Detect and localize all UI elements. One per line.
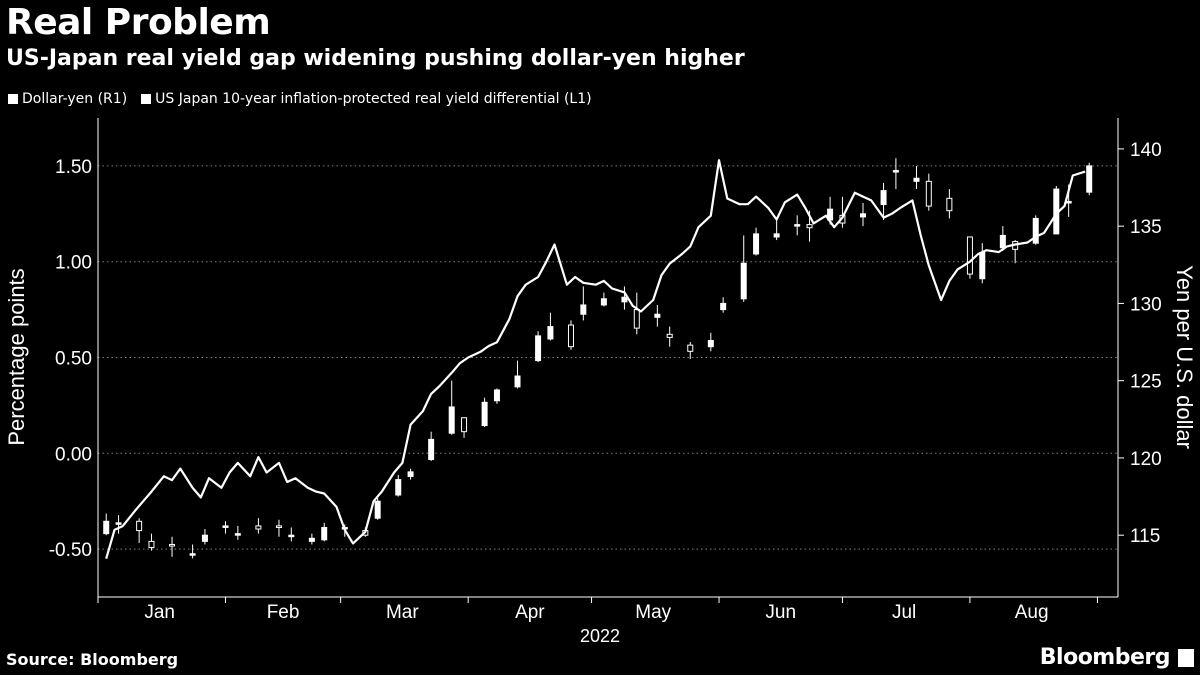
candle-body: [966, 236, 973, 275]
candle-body: [448, 406, 455, 434]
candle-body: [999, 234, 1006, 249]
x-tick-label: Jul: [892, 602, 916, 623]
left-tick-label: 0.50: [55, 349, 92, 370]
legend-swatch-real-yield: [141, 94, 152, 104]
candle-body: [860, 213, 866, 218]
candle-body: [794, 224, 801, 227]
candle-body: [321, 526, 328, 541]
candle-body: [654, 313, 661, 318]
left-tick-label: 0.00: [55, 444, 92, 465]
candle-body: [925, 180, 932, 207]
candle-body: [979, 251, 986, 280]
left-tick-label: -0.50: [49, 540, 92, 561]
candle-body: [115, 522, 122, 525]
x-tick-label: Aug: [1015, 602, 1049, 623]
right-tick-label: 120: [1130, 449, 1162, 470]
candle-body: [580, 304, 587, 315]
left-tick-label: 1.00: [55, 253, 92, 274]
legend-swatch-dollar-yen: [8, 94, 18, 104]
candle-body: [621, 296, 628, 303]
candle-body: [687, 344, 694, 352]
legend-label-real-yield: US Japan 10-year inflation-protected rea…: [155, 91, 592, 107]
candle-body: [374, 500, 381, 519]
right-tick-label: 130: [1130, 294, 1162, 315]
candle-body: [633, 309, 640, 329]
candle-body: [189, 553, 196, 556]
candle-body: [428, 438, 435, 460]
right-tick-label: 140: [1130, 140, 1162, 161]
x-tick-label: Mar: [386, 602, 419, 623]
chart-title: Real Problem: [6, 2, 271, 43]
real-yield-line-group: [105, 159, 1086, 560]
right-tick-label: 135: [1130, 217, 1162, 238]
legend: Dollar-yen (R1) US Japan 10-year inflati…: [8, 91, 592, 107]
candle-body: [1065, 200, 1072, 204]
candle-body: [600, 298, 607, 306]
candle-body: [806, 224, 813, 229]
candle-body: [740, 262, 747, 300]
candle-body: [707, 340, 714, 348]
legend-item-dollar-yen: Dollar-yen (R1): [8, 91, 127, 107]
candle-body: [103, 520, 110, 535]
candle-body: [892, 170, 899, 173]
candle-body: [169, 543, 176, 547]
candle-body: [1086, 165, 1093, 193]
legend-item-real-yield: US Japan 10-year inflation-protected rea…: [141, 91, 592, 107]
candle-body: [946, 197, 953, 212]
grid-lines: [98, 165, 1118, 550]
right-axis-title: Yen per U.S. dollar: [1172, 265, 1197, 449]
source-label: Source: Bloomberg: [6, 650, 179, 669]
x-axis-year-label: 2022: [580, 626, 620, 646]
chart-subtitle: US-Japan real yield gap widening pushing…: [6, 46, 745, 71]
x-tick-label: May: [635, 602, 671, 623]
candle-body: [275, 525, 282, 528]
candle-body: [773, 233, 780, 238]
x-tick-label: Apr: [515, 602, 545, 623]
candle-body: [753, 233, 760, 255]
axes: 1.50 1.00 0.50 0.00 -0.50 140 135 130 125 120 115 J…: [49, 118, 1162, 623]
candle-body: [547, 326, 554, 340]
candle-body: [234, 533, 241, 536]
candle-body: [222, 525, 229, 528]
candle-body: [407, 471, 414, 477]
candle-body: [567, 324, 574, 348]
candle-body: [514, 375, 521, 388]
candle-body: [395, 479, 402, 496]
x-tick-label: Feb: [267, 602, 300, 623]
right-tick-label: 115: [1130, 526, 1160, 547]
real-yield-line: [105, 159, 1086, 560]
candle-body: [1032, 217, 1039, 244]
candle-body: [461, 417, 468, 433]
candle-body: [308, 537, 315, 542]
candle-body: [201, 534, 208, 542]
candle-body: [493, 389, 500, 402]
candle-body: [136, 520, 143, 532]
right-tick-label: 125: [1130, 372, 1162, 393]
candle-body: [481, 401, 488, 426]
bloomberg-badge-icon: [1178, 649, 1194, 667]
candle-body: [148, 540, 155, 549]
candle-body: [288, 534, 295, 538]
candle-body: [666, 333, 673, 338]
candle-body: [255, 525, 262, 530]
legend-label-dollar-yen: Dollar-yen (R1): [22, 91, 128, 107]
candle-body: [913, 177, 920, 182]
candle-body: [880, 190, 887, 206]
left-axis-title: Percentage points: [4, 268, 29, 445]
x-tick-label: Jun: [765, 602, 796, 623]
x-tick-label: Jan: [144, 602, 175, 623]
candle-body: [535, 335, 542, 362]
dollar-yen-candles: [103, 158, 1093, 559]
left-tick-label: 1.50: [55, 157, 92, 178]
bloomberg-logo: Bloomberg: [1039, 645, 1171, 670]
candle-body: [720, 302, 727, 311]
